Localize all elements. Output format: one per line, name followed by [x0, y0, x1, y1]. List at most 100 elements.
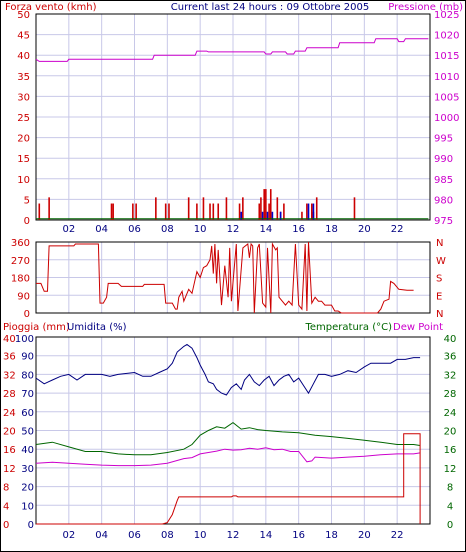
panel1-ytick-left-10: 10	[17, 175, 30, 186]
panel3-xtick-06: 06	[128, 530, 141, 541]
panel2-ytick-right-3: W	[436, 256, 446, 267]
panel3-humidity-tick-60: 60	[21, 408, 34, 419]
panel3-humidity-tick-0: 0	[28, 520, 34, 531]
panel1-xtick-10: 10	[194, 224, 207, 235]
chart-title: Current last 24 hours : 09 Ottobre 2005	[171, 2, 369, 13]
temperature-axis-title: Temperatura (°C)	[304, 322, 392, 333]
rain-axis-title: Pioggia (mm)	[3, 322, 70, 333]
panel3-rain-tick-20: 20	[3, 427, 16, 438]
panel1-ytick-left-35: 35	[17, 72, 30, 83]
panel1-xtick-18: 18	[325, 224, 338, 235]
panel1-ytick-right-975: 975	[434, 216, 453, 227]
panel3-temp-tick-20: 20	[444, 427, 457, 438]
dew-point-axis-title: Dew Point	[393, 322, 443, 333]
panel1-xtick-22: 22	[391, 224, 404, 235]
panel3-humidity-tick-70: 70	[21, 389, 34, 400]
panel3-xtick-20: 20	[358, 530, 371, 541]
panel3-temp-tick-24: 24	[444, 408, 457, 419]
panel3-xtick-10: 10	[194, 530, 207, 541]
rain-humidity-temperature-panel: Pioggia (mm) Umidita (%) Temperatura (°C…	[3, 322, 456, 541]
panel2-ytick-right-0: N	[436, 309, 443, 320]
panel3-humidity-tick-40: 40	[21, 445, 34, 456]
panel3-rain-tick-12: 12	[3, 464, 16, 475]
panel1-xtick-04: 04	[95, 224, 108, 235]
panel1-ytick-left-25: 25	[17, 113, 30, 124]
panel3-rain-tick-8: 8	[3, 483, 9, 494]
panel2-ytick-left-360: 360	[11, 238, 30, 249]
panel3-rain-tick-40: 40	[3, 334, 16, 345]
panel3-rain-tick-0: 0	[3, 520, 9, 531]
panel3-series-3	[36, 433, 421, 525]
panel2-ytick-left-0: 0	[24, 309, 30, 320]
panel1-ytick-right-1020: 1020	[434, 31, 459, 42]
panel3-xtick-08: 08	[161, 530, 174, 541]
panel1-ytick-left-30: 30	[17, 92, 30, 103]
panel1-xtick-14: 14	[259, 224, 272, 235]
panel1-ytick-right-980: 980	[434, 195, 453, 206]
panel2-ytick-right-1: E	[436, 291, 442, 302]
panel3-rain-tick-24: 24	[3, 408, 16, 419]
panel3-temp-tick-36: 36	[444, 352, 457, 363]
panel3-temp-tick-16: 16	[444, 445, 457, 456]
panel3-xtick-16: 16	[292, 530, 305, 541]
panel2-frame	[35, 241, 431, 314]
panel2-ytick-right-2: S	[436, 274, 442, 285]
panel2-series-0	[36, 241, 414, 314]
panel1-ytick-right-1025: 1025	[434, 10, 459, 21]
wind-speed-pressure-panel: 0510152025303540455097598098599099510001…	[17, 10, 459, 235]
panel3-rain-tick-4: 4	[3, 501, 9, 512]
panel3-rain-tick-36: 36	[3, 352, 16, 363]
panel2-ytick-left-270: 270	[11, 256, 30, 267]
panel1-ytick-right-1010: 1010	[434, 72, 459, 83]
panel2-ytick-left-90: 90	[17, 291, 30, 302]
panel1-ytick-left-0: 0	[24, 216, 30, 227]
panel3-humidity-tick-30: 30	[21, 464, 34, 475]
panel1-frame	[35, 13, 431, 221]
panel1-xtick-02: 02	[62, 224, 75, 235]
pressure-axis-title: Pressione (mb)	[388, 2, 463, 13]
panel3-frame	[35, 336, 431, 525]
panel3-temp-tick-32: 32	[444, 370, 457, 381]
panel1-xtick-16: 16	[292, 224, 305, 235]
panel3-humidity-tick-50: 50	[21, 427, 34, 438]
panel1-ytick-right-990: 990	[434, 154, 453, 165]
panel3-series-0	[35, 343, 421, 396]
panel3-temp-tick-12: 12	[444, 464, 457, 475]
panel3-temp-tick-28: 28	[444, 389, 457, 400]
panel3-series-1	[35, 421, 421, 456]
panel1-ytick-left-45: 45	[17, 31, 30, 42]
panel3-xtick-02: 02	[62, 530, 75, 541]
panel3-temp-tick-0: 0	[447, 520, 453, 531]
panel1-xtick-06: 06	[128, 224, 141, 235]
panel1-xtick-20: 20	[358, 224, 371, 235]
panel3-rain-tick-16: 16	[3, 445, 16, 456]
panel1-ytick-left-15: 15	[17, 154, 30, 165]
panel1-ytick-right-995: 995	[434, 134, 453, 145]
panel3-xtick-04: 04	[95, 530, 108, 541]
panel2-ytick-left-180: 180	[11, 274, 30, 285]
panel3-xtick-22: 22	[391, 530, 404, 541]
panel1-ytick-right-1005: 1005	[434, 92, 459, 103]
panel1-xtick-08: 08	[161, 224, 174, 235]
panel1-ytick-right-1000: 1000	[434, 113, 459, 124]
panel1-ytick-right-1015: 1015	[434, 51, 459, 62]
panel1-ytick-left-40: 40	[17, 51, 30, 62]
panel3-humidity-tick-100: 100	[15, 334, 34, 345]
panel1-xtick-12: 12	[227, 224, 240, 235]
panel1-ytick-right-985: 985	[434, 175, 453, 186]
panel3-series-2	[35, 447, 421, 467]
panel3-humidity-tick-10: 10	[21, 501, 34, 512]
panel1-ytick-left-5: 5	[24, 195, 30, 206]
panel3-humidity-tick-20: 20	[21, 483, 34, 494]
panel3-temp-tick-40: 40	[444, 334, 457, 345]
panel3-temp-tick-4: 4	[447, 501, 453, 512]
panel3-temp-tick-8: 8	[447, 483, 453, 494]
wind-speed-axis-title: Forza vento (kmh)	[5, 2, 97, 13]
panel3-humidity-tick-80: 80	[21, 370, 34, 381]
panel3-xtick-18: 18	[325, 530, 338, 541]
panel1-series-2	[35, 38, 429, 62]
panel1-ytick-left-20: 20	[17, 134, 30, 145]
panel3-rain-tick-28: 28	[3, 389, 16, 400]
